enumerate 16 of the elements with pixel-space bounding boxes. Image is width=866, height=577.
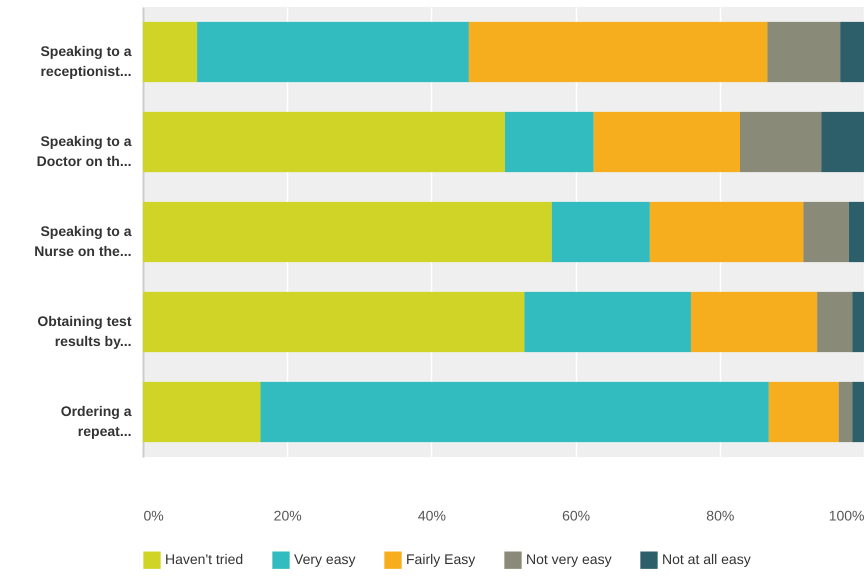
legend-label: Haven't tried (165, 551, 244, 568)
y-tick-label: Speaking to a Doctor on th... (36, 133, 132, 169)
y-tick-label: Ordering a repeat... (60, 403, 132, 439)
x-tick-label: 100% (828, 508, 864, 524)
y-tick-label: Speaking to a receptionist... (40, 43, 132, 79)
legend-label: Fairly Easy (406, 551, 476, 568)
legend-label: Not very easy (526, 551, 612, 568)
legend-label: Not at all easy (662, 551, 751, 568)
x-tick-label: 60% (562, 508, 590, 524)
x-tick-label: 80% (706, 508, 734, 524)
x-tick-label: 20% (274, 508, 302, 524)
legend-label: Very easy (294, 551, 356, 568)
x-tick-label: 40% (418, 508, 446, 524)
y-tick-label: Obtaining test results by... (37, 313, 132, 349)
y-tick-label: Speaking to a Nurse on the... (34, 223, 132, 259)
x-tick-label: 0% (144, 508, 164, 524)
